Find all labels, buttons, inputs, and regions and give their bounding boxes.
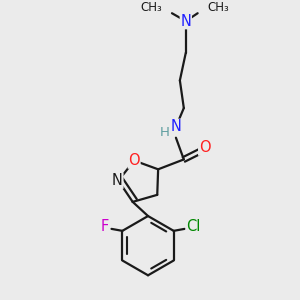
- Text: O: O: [199, 140, 210, 155]
- Text: CH₃: CH₃: [140, 1, 162, 14]
- Text: Cl: Cl: [186, 219, 201, 234]
- Text: CH₃: CH₃: [208, 1, 229, 14]
- Text: N: N: [112, 173, 123, 188]
- Text: H: H: [160, 126, 170, 139]
- Text: N: N: [170, 119, 182, 134]
- Text: F: F: [100, 219, 109, 234]
- Text: O: O: [128, 153, 140, 168]
- Text: N: N: [180, 14, 191, 28]
